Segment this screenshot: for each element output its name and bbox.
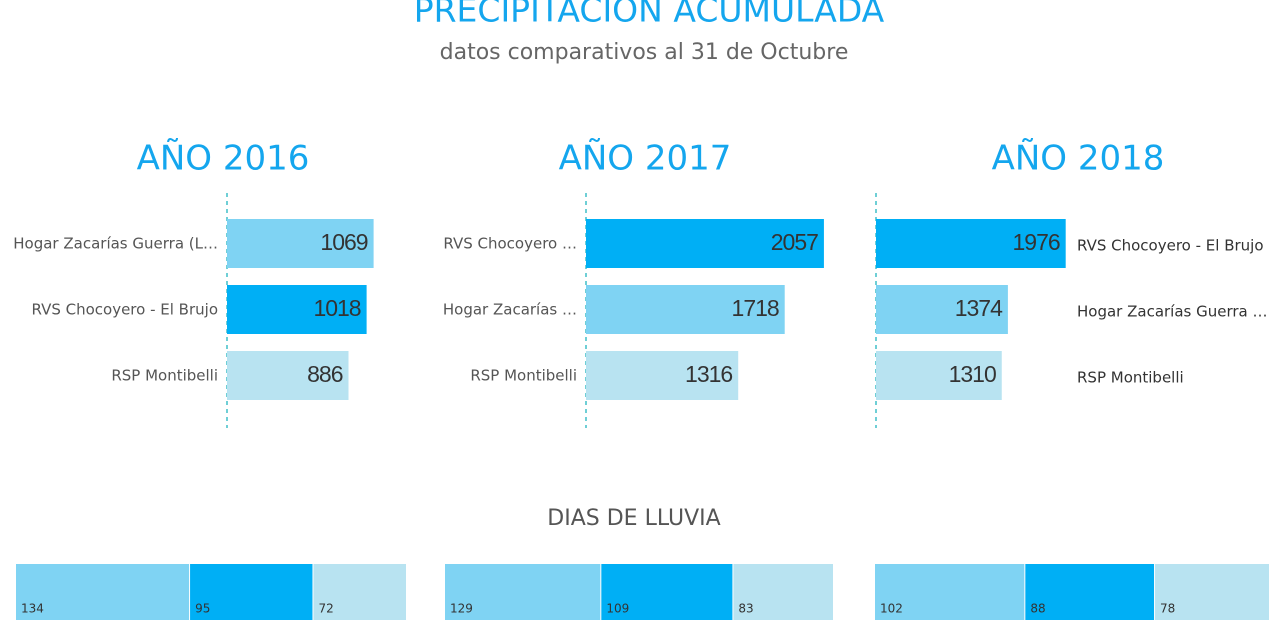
- bar: [876, 285, 1008, 334]
- value-label: 1018: [313, 295, 360, 321]
- bar: [227, 219, 374, 268]
- bar: [876, 351, 1002, 400]
- category-label: RSP Montibelli: [470, 367, 577, 385]
- segment: [445, 564, 601, 620]
- chart-title: AÑO 2017: [559, 139, 732, 179]
- page-title: PRECIPITACIÓN ACUMULADA: [414, 0, 885, 30]
- bar: [227, 351, 349, 400]
- page-subtitle: datos comparativos al 31 de Octubre: [440, 40, 849, 65]
- bar: [227, 285, 367, 334]
- category-label: RSP Montibelli: [1077, 369, 1184, 387]
- segment: [190, 564, 313, 620]
- bar: [876, 219, 1066, 268]
- value-label: 1718: [732, 295, 779, 321]
- segment: [16, 564, 190, 620]
- value-label: 1316: [685, 361, 732, 387]
- value-label: 109: [606, 602, 629, 616]
- segment: [875, 564, 1025, 620]
- segment: [313, 564, 406, 620]
- value-label: 1976: [1013, 229, 1060, 255]
- chart-title: AÑO 2018: [992, 139, 1165, 179]
- bar: [586, 285, 785, 334]
- value-label: 78: [1160, 602, 1175, 616]
- category-label: RSP Montibelli: [111, 367, 218, 385]
- chart-title: AÑO 2016: [137, 139, 310, 179]
- category-label: RVS Chocoyero - El Brujo: [31, 301, 218, 319]
- bar: [586, 351, 739, 400]
- category-label: RVS Chocoyero - El Brujo: [1077, 237, 1264, 255]
- section-title: DIAS DE LLUVIA: [547, 506, 720, 531]
- category-label: Hogar Zacarías Guerra (L…: [13, 235, 218, 253]
- segment: [601, 564, 733, 620]
- segment: [1025, 564, 1155, 620]
- value-label: 2057: [771, 229, 818, 255]
- value-label: 886: [307, 361, 343, 387]
- value-label: 102: [880, 602, 903, 616]
- bar: [586, 219, 824, 268]
- category-label: RVS Chocoyero …: [443, 235, 577, 253]
- value-label: 129: [450, 602, 473, 616]
- value-label: 72: [318, 602, 333, 616]
- value-label: 95: [195, 602, 210, 616]
- category-label: Hogar Zacarías …: [443, 301, 577, 319]
- value-label: 88: [1030, 602, 1045, 616]
- segment: [733, 564, 833, 620]
- value-label: 1310: [949, 361, 996, 387]
- value-label: 134: [21, 602, 44, 616]
- value-label: 83: [738, 602, 753, 616]
- value-label: 1069: [320, 229, 367, 255]
- value-label: 1374: [955, 295, 1003, 321]
- category-label: Hogar Zacarías Guerra …: [1077, 303, 1268, 321]
- segment: [1155, 564, 1269, 620]
